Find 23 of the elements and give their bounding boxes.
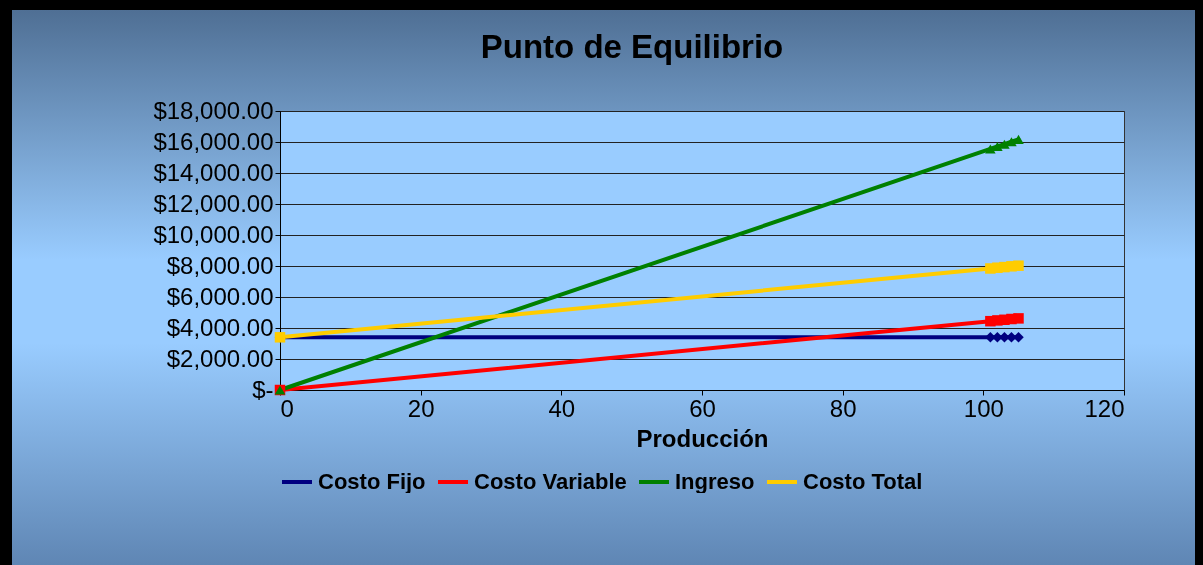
x-axis-title: Producción: [636, 424, 769, 452]
y-tick-label: $4,000.00: [166, 313, 274, 341]
x-tick-label: 20: [407, 394, 435, 422]
x-tick-label: 0: [280, 394, 294, 422]
y-tick-label: $6,000.00: [166, 282, 274, 310]
y-tick-label: $8,000.00: [166, 251, 274, 279]
y-tick-label: $16,000.00: [153, 127, 274, 155]
x-tick-label: 60: [689, 394, 716, 422]
legend-label: Costo Fijo: [318, 469, 426, 494]
chart-title: Punto de Equilibrio: [480, 28, 784, 65]
y-tick-label: $10,000.00: [153, 220, 274, 248]
legend-label: Costo Variable: [474, 469, 627, 494]
x-tick-label: 40: [548, 394, 576, 422]
x-tick-label: 80: [829, 394, 857, 422]
y-tick-label: $-: [252, 375, 274, 403]
legend-label: Costo Total: [803, 469, 923, 494]
y-tick-label: $14,000.00: [153, 158, 274, 186]
legend-label: Ingreso: [675, 469, 755, 494]
y-tick-label: $2,000.00: [166, 344, 274, 372]
y-tick-label: $18,000.00: [153, 96, 274, 124]
x-tick-label: 100: [963, 394, 1004, 422]
x-tick-label: 120: [1084, 394, 1125, 422]
y-tick-label: $12,000.00: [153, 189, 274, 217]
